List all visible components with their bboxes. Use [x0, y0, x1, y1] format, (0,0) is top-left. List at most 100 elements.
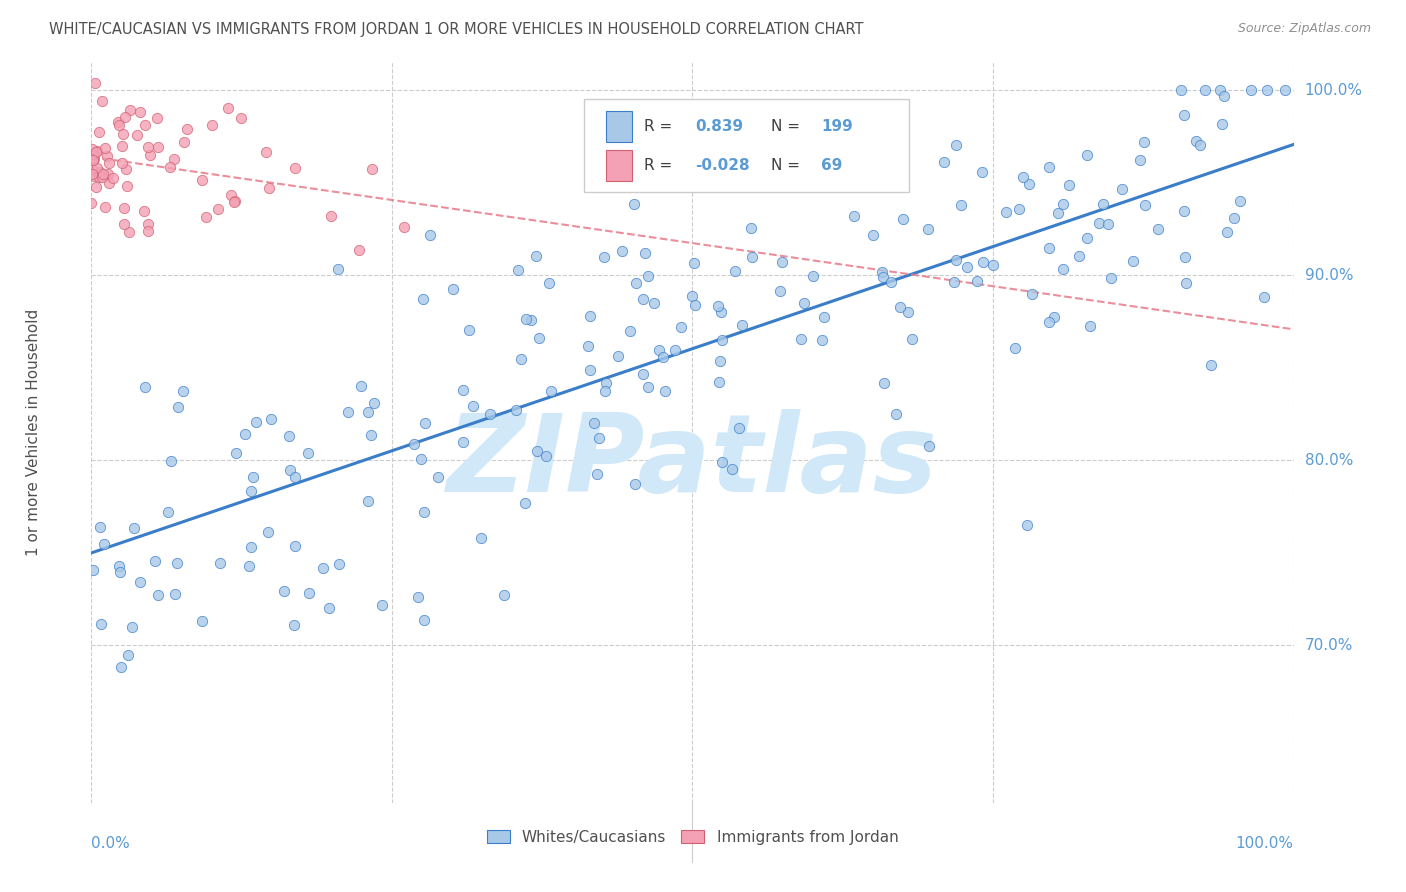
Point — [173, 135, 195, 149]
Point — [312, 561, 335, 575]
Point — [1240, 83, 1263, 97]
Point — [813, 310, 835, 324]
Point — [190, 172, 212, 186]
Text: 100.0%: 100.0% — [1305, 83, 1362, 98]
Point — [901, 332, 924, 346]
Point — [82, 146, 104, 161]
Point — [406, 590, 429, 604]
Point — [409, 452, 432, 467]
Point — [983, 259, 1005, 273]
Point — [945, 253, 967, 268]
Point — [1052, 261, 1074, 276]
Point — [1012, 169, 1035, 184]
Point — [298, 586, 321, 600]
Point — [93, 141, 115, 155]
Point — [413, 416, 436, 430]
Point — [842, 209, 865, 223]
Point — [706, 299, 728, 313]
Point — [1076, 231, 1098, 245]
Point — [115, 179, 138, 194]
Point — [585, 467, 607, 482]
Point — [108, 565, 131, 579]
Text: R =: R = — [644, 158, 672, 173]
Point — [108, 558, 131, 573]
Point — [127, 128, 149, 142]
Bar — [606, 150, 633, 181]
Bar — [606, 111, 633, 142]
Point — [741, 250, 763, 264]
Point — [350, 379, 373, 393]
Point — [284, 539, 307, 553]
Point — [426, 469, 449, 483]
Point — [1222, 211, 1244, 225]
Point — [86, 161, 108, 175]
Point — [120, 103, 142, 118]
Point — [260, 412, 283, 426]
Point — [103, 171, 125, 186]
Point — [89, 170, 111, 185]
Point — [889, 300, 911, 314]
Point — [1173, 203, 1195, 218]
Point — [536, 450, 558, 464]
Point — [336, 405, 359, 419]
Point — [1211, 117, 1233, 131]
Point — [134, 118, 156, 132]
Point — [588, 431, 610, 445]
Point — [404, 436, 426, 450]
Point — [136, 217, 159, 231]
Point — [509, 352, 531, 367]
Point — [112, 201, 135, 215]
Point — [163, 152, 186, 166]
Point — [97, 177, 120, 191]
Point — [82, 167, 104, 181]
Point — [89, 165, 111, 179]
Point — [709, 353, 731, 368]
Point — [111, 155, 134, 169]
Point — [111, 128, 134, 142]
Point — [972, 255, 994, 269]
Point — [1229, 194, 1251, 208]
Point — [129, 105, 152, 120]
Point — [412, 613, 434, 627]
Point — [1184, 134, 1206, 148]
Point — [1038, 160, 1060, 174]
Point — [880, 275, 903, 289]
Point — [593, 250, 616, 264]
Point — [1199, 358, 1222, 372]
Point — [671, 319, 693, 334]
Text: 70.0%: 70.0% — [1305, 638, 1353, 653]
Point — [579, 363, 602, 377]
Point — [318, 600, 340, 615]
Point — [91, 170, 114, 185]
Point — [872, 269, 894, 284]
Point — [136, 139, 159, 153]
Point — [191, 614, 214, 628]
Point — [515, 312, 537, 326]
Point — [593, 384, 616, 399]
Point — [652, 351, 675, 365]
Point — [595, 376, 617, 391]
Point — [1042, 310, 1064, 325]
Point — [146, 111, 169, 125]
Text: Source: ZipAtlas.com: Source: ZipAtlas.com — [1237, 22, 1371, 36]
Point — [478, 407, 501, 421]
Point — [793, 295, 815, 310]
Point — [112, 218, 135, 232]
Point — [82, 153, 104, 168]
Point — [801, 118, 824, 132]
Point — [769, 284, 792, 298]
Point — [637, 268, 659, 283]
Point — [284, 469, 307, 483]
Point — [83, 76, 105, 90]
Point — [654, 384, 676, 398]
Point — [457, 323, 479, 337]
Point — [360, 427, 382, 442]
Point — [633, 367, 655, 381]
Point — [1189, 137, 1212, 152]
Text: N =: N = — [770, 158, 800, 173]
Point — [494, 588, 516, 602]
Point — [1038, 241, 1060, 255]
Point — [956, 260, 979, 274]
Point — [1174, 251, 1197, 265]
Point — [524, 249, 547, 263]
